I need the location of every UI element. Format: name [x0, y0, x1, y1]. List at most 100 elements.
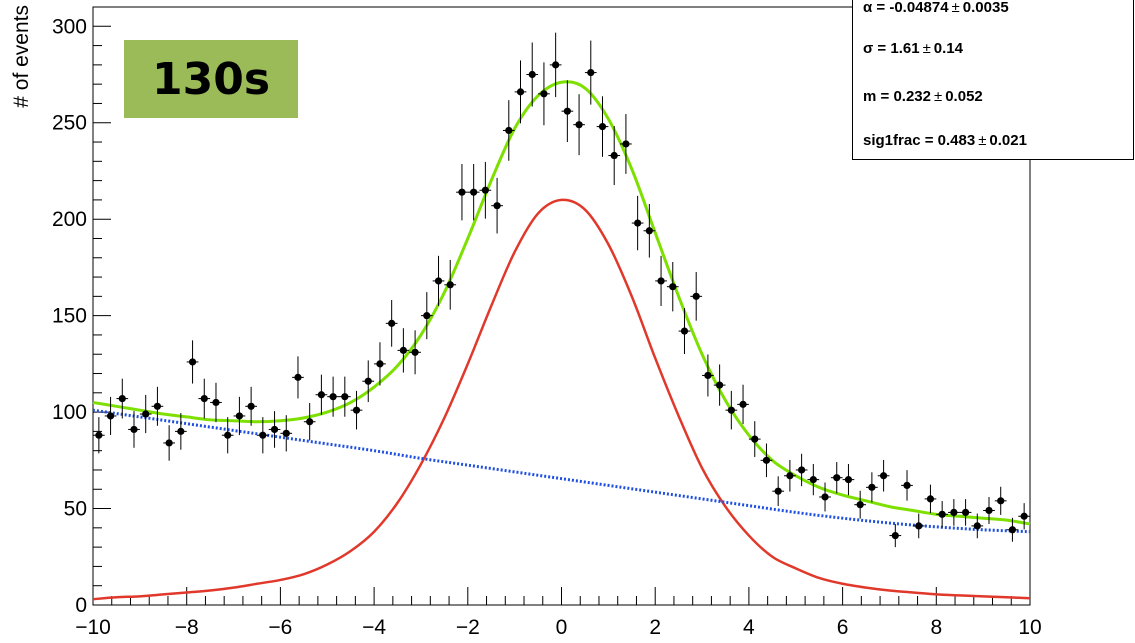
data-point — [1006, 517, 1019, 542]
data-point — [760, 443, 773, 478]
data-marker — [329, 393, 337, 401]
data-point — [983, 496, 995, 524]
data-point — [584, 40, 597, 105]
data-point — [948, 499, 960, 526]
data-marker — [493, 202, 501, 210]
data-marker — [657, 277, 665, 285]
data-point — [303, 403, 316, 441]
data-marker — [727, 406, 735, 414]
data-marker — [446, 281, 454, 289]
data-marker — [961, 508, 970, 517]
stat-label: m = — [863, 88, 894, 105]
data-point — [1018, 503, 1030, 530]
data-point — [959, 499, 972, 526]
data-marker — [505, 126, 513, 135]
data-marker — [130, 425, 138, 434]
data-point — [608, 126, 621, 186]
data-point — [221, 417, 234, 454]
data-point — [128, 411, 140, 448]
data-point — [901, 470, 913, 501]
data-marker — [704, 371, 712, 380]
data-marker — [165, 439, 173, 447]
data-point — [690, 272, 703, 321]
data-point — [93, 417, 105, 454]
x-tick-label: 2 — [649, 616, 661, 639]
data-point — [338, 376, 351, 417]
data-marker — [856, 501, 864, 509]
data-marker — [622, 140, 630, 148]
data-marker — [259, 431, 267, 439]
data-point — [795, 453, 808, 487]
data-marker — [762, 456, 771, 464]
stat-label: σ = — [863, 40, 891, 57]
data-marker — [598, 123, 607, 131]
data-marker — [973, 522, 981, 530]
background-curve — [92, 408, 1031, 534]
data-point — [620, 114, 632, 174]
data-marker — [470, 188, 478, 196]
data-point — [655, 255, 667, 306]
data-point — [807, 463, 820, 496]
data-marker — [200, 394, 208, 403]
data-marker — [212, 398, 220, 407]
data-marker — [645, 227, 653, 235]
data-marker — [938, 510, 946, 518]
data-point — [678, 308, 691, 355]
data-marker — [798, 466, 806, 474]
data-marker — [142, 410, 150, 418]
data-point — [245, 386, 257, 426]
data-point — [573, 94, 585, 156]
data-marker — [294, 373, 302, 381]
data-marker — [563, 107, 571, 115]
data-point — [315, 374, 328, 415]
data-marker — [118, 394, 126, 403]
data-point — [467, 164, 480, 221]
data-marker — [552, 61, 560, 69]
data-point — [385, 300, 398, 347]
data-point — [889, 523, 902, 548]
data-point — [772, 476, 785, 507]
data-marker — [282, 429, 290, 437]
data-point — [151, 386, 164, 426]
data-marker — [516, 88, 525, 96]
data-marker — [235, 412, 244, 420]
x-tick-label: −10 — [75, 616, 111, 639]
data-point — [631, 195, 644, 251]
data-marker — [985, 506, 993, 515]
data-marker — [868, 483, 876, 491]
data-marker — [587, 68, 595, 77]
x-tick-label: −6 — [268, 616, 292, 639]
data-marker — [786, 472, 794, 480]
data-point — [702, 354, 714, 397]
data-point — [936, 501, 949, 528]
x-tick-label: −4 — [362, 616, 386, 639]
stat-row-alpha: α = -0.04874 ±0.0035 — [863, 0, 1009, 16]
data-marker — [903, 481, 911, 489]
y-tick-label: 250 — [52, 112, 87, 135]
data-point — [174, 413, 187, 450]
data-point — [596, 96, 609, 157]
data-marker — [270, 425, 279, 434]
data-point — [526, 42, 539, 107]
data-marker — [423, 312, 431, 320]
data-marker — [610, 151, 618, 160]
stat-value: 1.61 — [890, 40, 920, 57]
data-marker — [352, 406, 361, 414]
data-marker — [1008, 526, 1017, 534]
data-point — [210, 382, 222, 423]
y-tick-label: 300 — [52, 15, 87, 38]
data-marker — [306, 418, 314, 426]
data-point — [420, 292, 433, 340]
plus-minus-icon: ± — [978, 132, 987, 149]
data-marker — [821, 493, 829, 501]
data-point — [491, 177, 503, 234]
data-point — [561, 80, 574, 143]
data-marker — [997, 497, 1005, 505]
data-marker — [224, 431, 232, 439]
data-marker — [364, 377, 372, 385]
data-marker — [95, 431, 103, 439]
data-point — [268, 411, 281, 448]
data-marker — [833, 474, 841, 482]
stat-error: 0.14 — [933, 40, 963, 57]
